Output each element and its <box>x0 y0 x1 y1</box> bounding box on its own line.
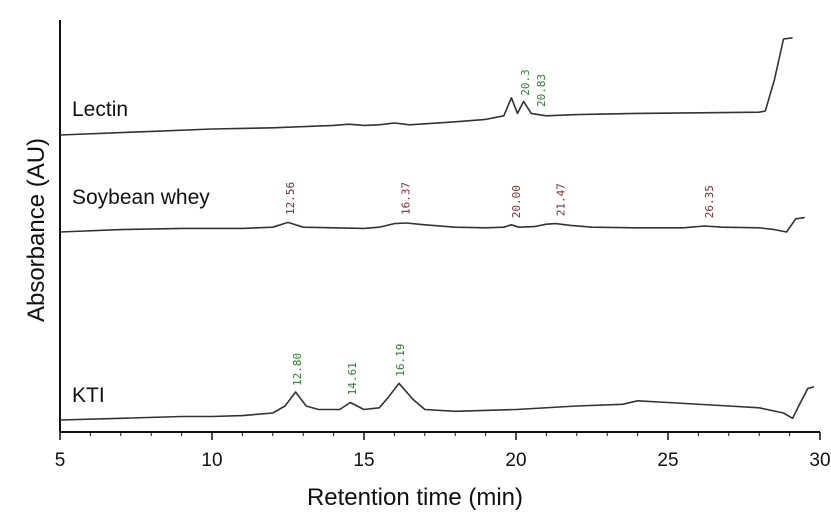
axes: 5 10 15 20 25 30 Retention time (min) Absorbanc… <box>23 20 831 511</box>
peak-label: 16.37 <box>400 182 413 215</box>
peak-label: 26.35 <box>703 185 716 218</box>
trace-label: KTI <box>72 384 105 407</box>
trace-line <box>59 382 815 421</box>
trace-label: Lectin <box>72 98 128 121</box>
traces <box>59 37 815 421</box>
peak-label: 12.80 <box>291 353 304 386</box>
x-tick-label: 25 <box>657 450 678 471</box>
trace-label: Soybean whey <box>72 186 210 209</box>
peak-label: 14.61 <box>346 362 359 395</box>
peak-label: 20.00 <box>510 185 523 218</box>
x-tick-label: 30 <box>809 450 830 471</box>
x-axis-title: Retention time (min) <box>307 484 523 511</box>
x-tick-label: 5 <box>55 450 66 471</box>
labels: Lectin 20.3 20.83 Soybean whey 12.56 16.37 20.… <box>72 69 716 407</box>
trace-line <box>59 216 805 233</box>
x-tick-label: 15 <box>353 450 374 471</box>
y-axis-title: Absorbance (AU) <box>23 138 50 322</box>
peak-label: 12.56 <box>284 182 297 215</box>
trace-line <box>59 37 793 136</box>
peak-label: 20.83 <box>535 74 548 107</box>
peak-label: 16.19 <box>394 344 407 377</box>
x-tick-label: 20 <box>505 450 526 471</box>
x-tick-label: 10 <box>201 450 222 471</box>
peak-label: 20.3 <box>519 69 532 96</box>
peak-label: 21.47 <box>555 183 568 216</box>
